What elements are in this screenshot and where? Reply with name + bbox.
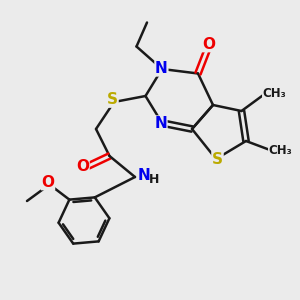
Text: N: N: [154, 116, 167, 131]
Text: O: O: [41, 175, 55, 190]
Text: S: S: [107, 92, 118, 107]
Text: O: O: [76, 159, 89, 174]
Text: CH₃: CH₃: [268, 143, 292, 157]
Text: N: N: [155, 61, 168, 76]
Text: O: O: [202, 37, 215, 52]
Text: S: S: [212, 152, 223, 166]
Text: CH₃: CH₃: [262, 86, 286, 100]
Text: H: H: [148, 173, 159, 186]
Text: N: N: [138, 168, 150, 183]
